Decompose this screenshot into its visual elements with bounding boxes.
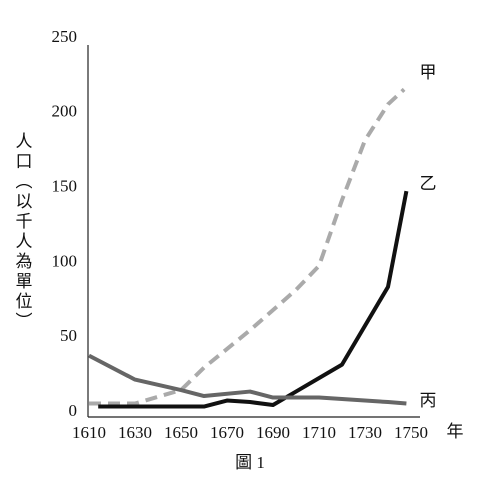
x-tick-label: 1730 — [348, 423, 382, 442]
x-tick-label: 1610 — [72, 423, 106, 442]
y-axis-label: 人口（以千人為單位） — [13, 132, 33, 332]
y-tick-label: 200 — [52, 102, 78, 121]
series-label: 乙 — [420, 174, 437, 193]
y-tick-label: 50 — [60, 326, 77, 345]
series-label: 丙 — [420, 391, 437, 410]
caption: 圖 1 — [235, 453, 265, 472]
series-line — [89, 87, 406, 406]
x-tick-label: 1670 — [210, 423, 244, 442]
y-tick-label: 100 — [52, 251, 78, 270]
x-axis-label: 年 — [447, 422, 464, 441]
y-tick-label: 250 — [52, 27, 78, 46]
x-tick-label: 1750 — [394, 423, 428, 442]
x-tick-label: 1650 — [164, 423, 198, 442]
x-tick-label: 1630 — [118, 423, 152, 442]
x-tick-label: 1690 — [256, 423, 290, 442]
series-label: 甲 — [420, 63, 437, 82]
y-tick-label: 150 — [52, 177, 78, 196]
y-tick-label: 0 — [69, 401, 78, 420]
series-line — [98, 190, 409, 409]
series-line — [88, 353, 407, 406]
x-tick-label: 1710 — [302, 423, 336, 442]
